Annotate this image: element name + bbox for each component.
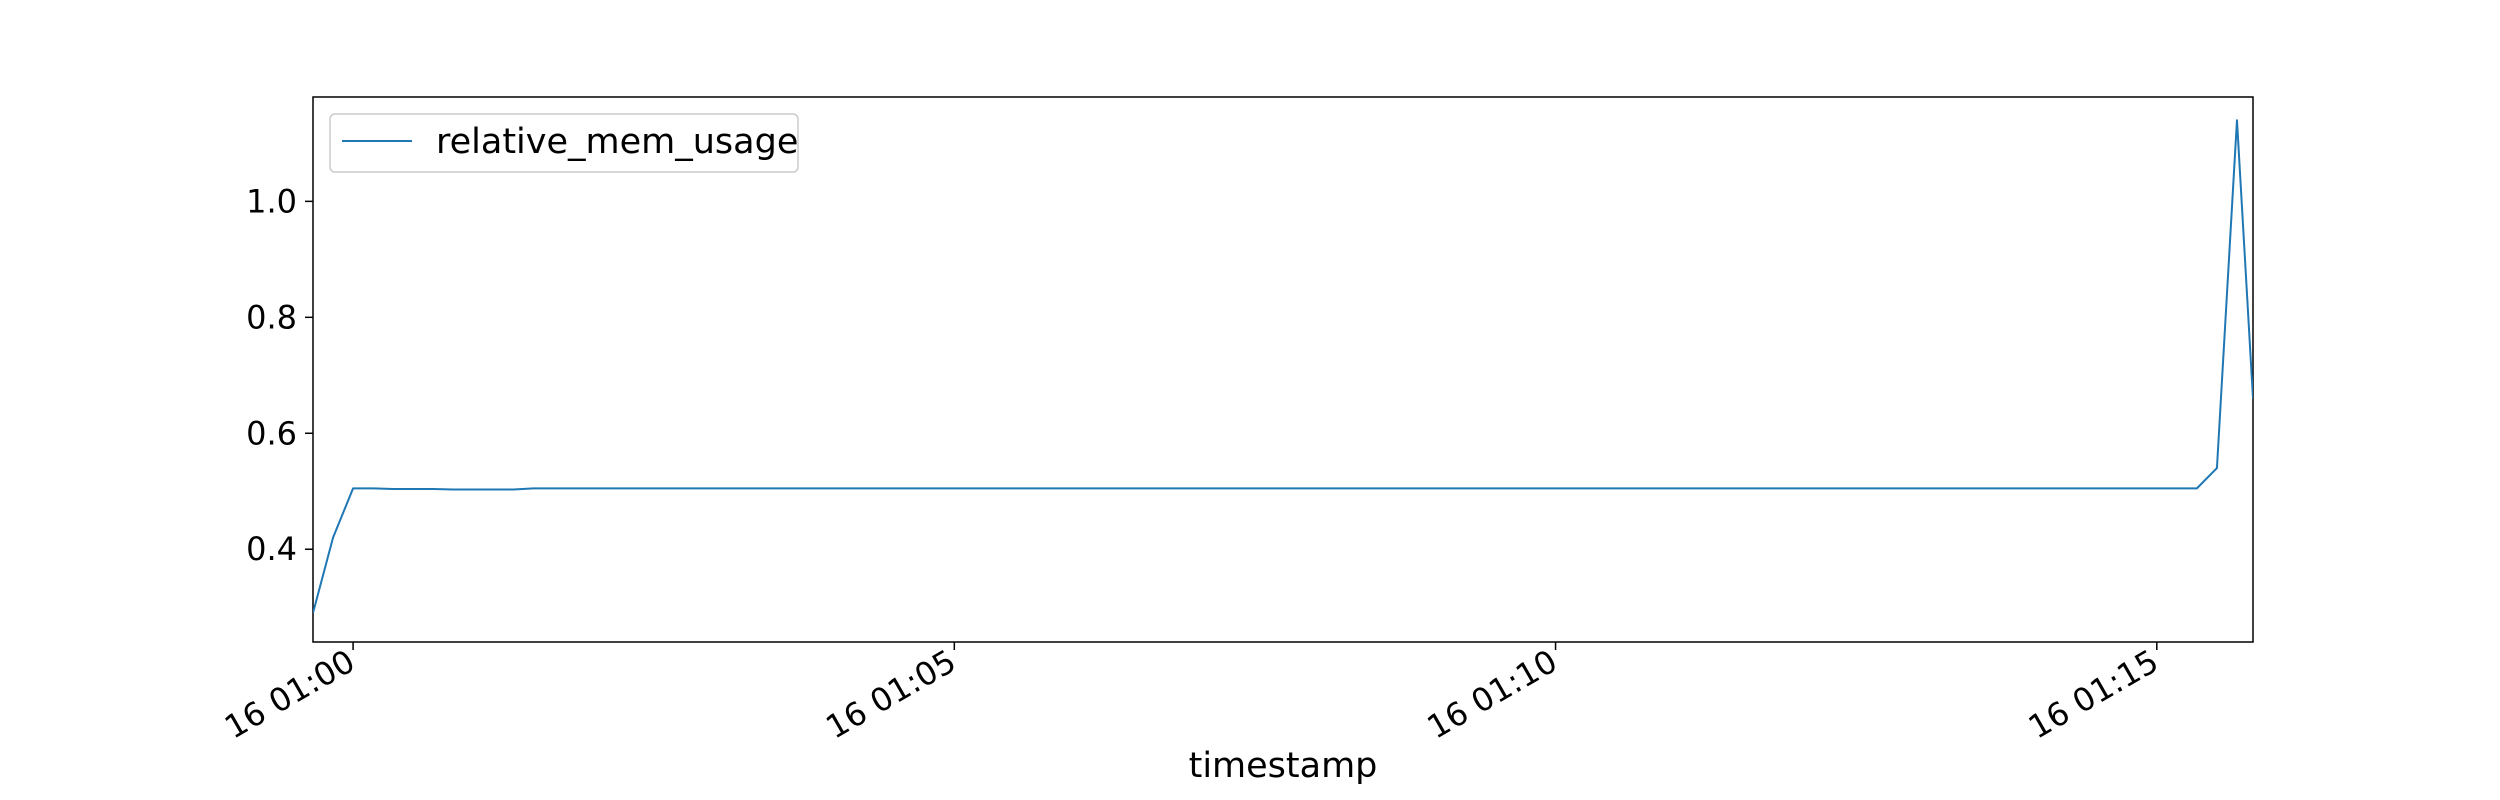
x-tick-label: 16 01:10 <box>1421 642 1564 746</box>
x-axis-label: timestamp <box>1189 746 1378 786</box>
series-line-relative_mem_usage <box>313 119 2253 614</box>
plot-frame <box>312 96 2254 643</box>
series-layer <box>313 119 2253 614</box>
x-tick-label: 16 01:15 <box>2022 642 2165 746</box>
x-axis: 16 01:00 16 01:05 16 01:10 16 01:15 <box>218 642 2165 746</box>
y-tick-label: 1.0 <box>246 182 297 220</box>
y-tick-label: 0.8 <box>246 298 297 336</box>
x-tick-label: 16 01:00 <box>218 642 361 746</box>
y-tick-label: 0.4 <box>246 530 297 568</box>
legend: relative_mem_usage <box>329 113 799 173</box>
x-tick-label: 16 01:05 <box>819 642 962 746</box>
legend-label: relative_mem_usage <box>436 122 798 162</box>
y-tick-label: 0.6 <box>246 414 297 452</box>
legend-box <box>329 113 799 173</box>
y-axis: 0.4 0.6 0.8 1.0 <box>246 182 313 568</box>
plot-area <box>312 96 2254 643</box>
